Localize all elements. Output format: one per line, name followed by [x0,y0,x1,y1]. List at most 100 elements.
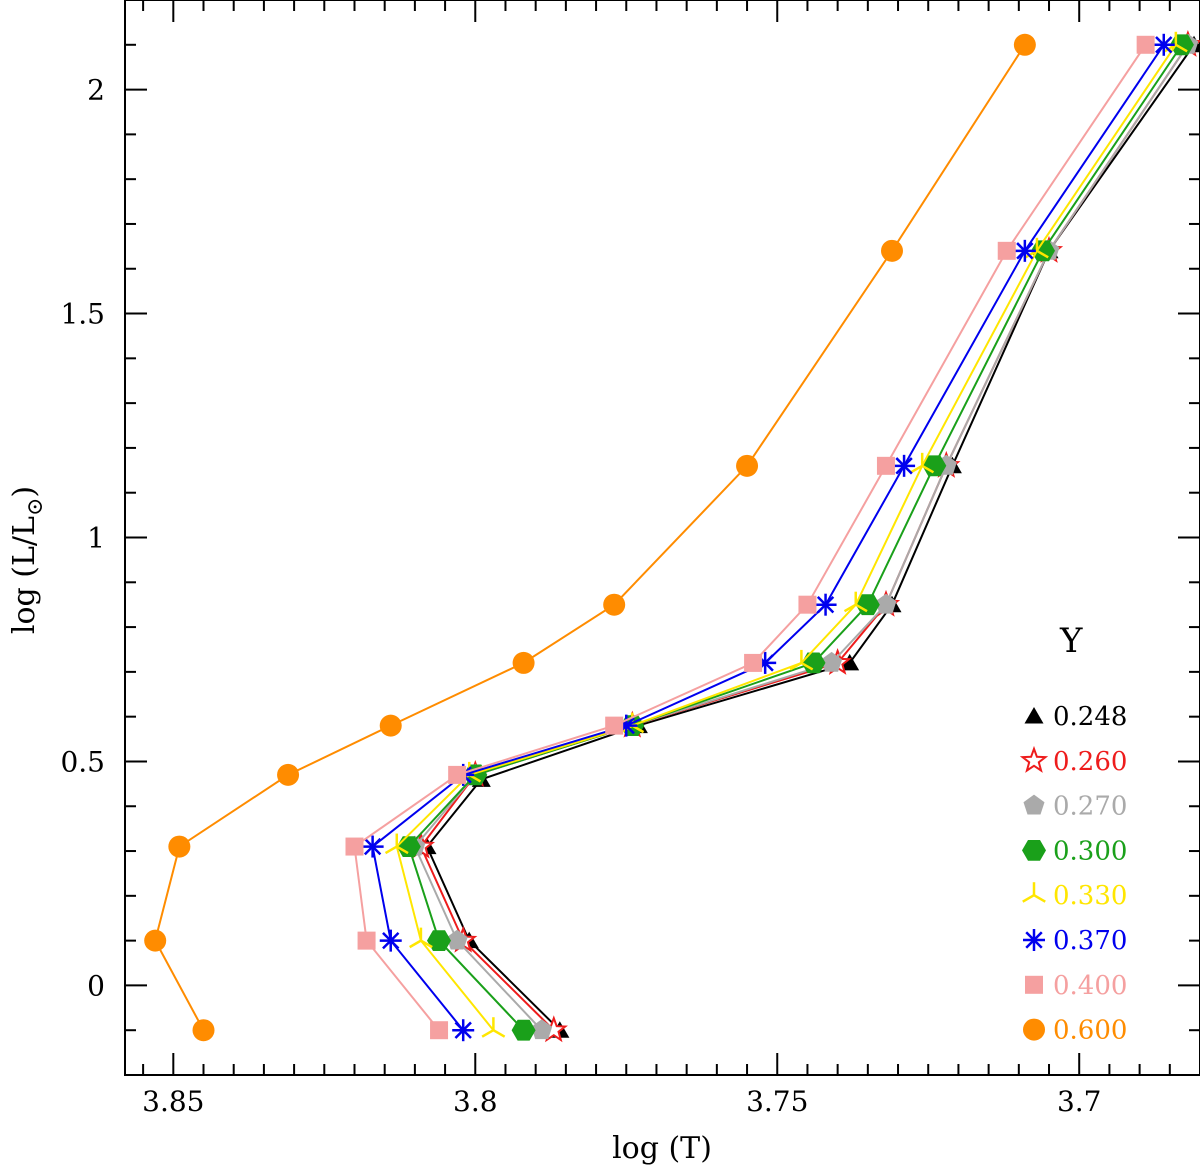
marker-tristar-arm [409,939,422,949]
data-point [605,716,624,735]
marker-asterisk-arm [454,1021,472,1039]
legend-label: 0.260 [1053,747,1127,777]
marker-tristar-arm [1036,249,1049,259]
plot-frame [124,0,1200,1076]
y-tick-label: 1 [87,522,105,555]
x-tick-label: 3.75 [746,1085,808,1118]
series-line [154,44,1026,1031]
marker-triangle-shape [840,653,860,671]
marker-square-shape [605,716,624,735]
data-point [446,929,468,950]
series-line [353,44,1147,1031]
marker-tristar-arm [789,661,803,671]
y-axis-label-close: ) [7,486,42,498]
data-point [821,651,843,672]
marker-tristar-arm [843,603,857,613]
data-point [531,1019,553,1040]
marker-square-shape [1136,35,1155,54]
marker-tristar-arm [1022,894,1035,903]
legend-marker [1024,707,1044,724]
marker-circle-shape [603,593,626,616]
legend-label: 0.270 [1053,792,1127,822]
data-point [876,456,895,475]
series-line [413,44,1189,1031]
legend: 0.248 0.260 0.270 0.300 0.330 0.370 0.400 0.600 [1019,702,1127,1046]
marker-pentagon-shape [531,1019,553,1040]
marker-hexagon-shape [1022,840,1046,861]
data-point [168,835,191,858]
data-point [427,930,451,951]
y-axis-label-main: log (L/L [7,516,42,634]
x-tick-label: 3.8 [453,1085,498,1118]
marker-square-shape [798,595,817,614]
marker-circle-shape [168,835,191,858]
marker-circle-shape [277,763,300,786]
data-point [893,454,916,477]
x-tick-label: 3.85 [142,1085,204,1118]
x-axis-label: log (T) [612,1131,712,1166]
legend-title: Y [1059,621,1083,661]
marker-tristar-arm [384,845,398,855]
svg-text:log (L/L⊙): log (L/L⊙) [7,486,48,634]
y-tick-label: 2 [87,74,105,107]
legend-marker [1023,929,1045,951]
data-point [361,835,384,858]
marker-square-shape [448,765,467,784]
y-tick-label: 0 [87,969,105,1002]
legend-label: 0.400 [1053,971,1127,1001]
marker-hexagon-shape [427,930,451,951]
data-point [875,593,897,614]
data-point [736,454,759,477]
marker-hexagon-shape [511,1019,536,1041]
marker-star-shape [1019,745,1049,773]
marker-circle-shape [512,651,535,674]
marker-tristar-arm [481,1029,495,1038]
data-point [840,653,860,671]
data-point [997,241,1016,260]
marker-square-shape [1025,975,1043,994]
data-point [192,1019,215,1042]
data-point [843,591,868,613]
data-point [789,649,814,671]
marker-circle-shape [379,714,402,737]
marker-tristar-arm [910,464,923,474]
marker-square-shape [744,653,763,672]
marker-asterisk-arm [382,931,400,950]
marker-pentagon-shape [821,651,843,672]
legend-label: 0.330 [1053,881,1127,911]
x-tick-label: 3.7 [1057,1085,1102,1118]
series-layer [144,29,1200,1043]
marker-tristar-arm [800,661,814,671]
data-point [512,651,535,674]
marker-asterisk-arm [1155,36,1173,54]
marker-tristar-arm [420,939,433,949]
data-point [379,929,402,952]
marker-tristar-arm [492,1029,506,1038]
marker-square-shape [876,456,895,475]
data-point [1152,33,1175,56]
data-point [448,765,467,784]
series-line [371,44,1165,1031]
marker-tristar-arm [1175,43,1188,53]
y-tick-label: 0.5 [60,745,105,778]
marker-asterisk-arm [1016,242,1034,260]
marker-square-shape [997,241,1016,260]
marker-square-shape [345,837,364,856]
data-point [744,653,763,672]
data-point [379,714,402,737]
marker-circle-shape [1023,1018,1045,1041]
marker-tristar-arm [921,464,935,474]
data-point [345,837,364,856]
marker-hexagon-shape [855,594,880,616]
legend-label: 0.600 [1053,1016,1127,1046]
data-point [144,929,167,952]
ticks: 3.85 3.8 3.75 3.7 0 0.5 1 1.5 2 [60,0,1200,1118]
series-0.600 [144,33,1036,1042]
y-tick-label: 1.5 [60,298,105,331]
marker-hexagon-shape [922,455,947,477]
legend-label: 0.300 [1053,836,1127,866]
marker-tristar-arm [1033,894,1046,903]
marker-asterisk-arm [895,457,913,475]
marker-tristar-arm [855,603,868,613]
